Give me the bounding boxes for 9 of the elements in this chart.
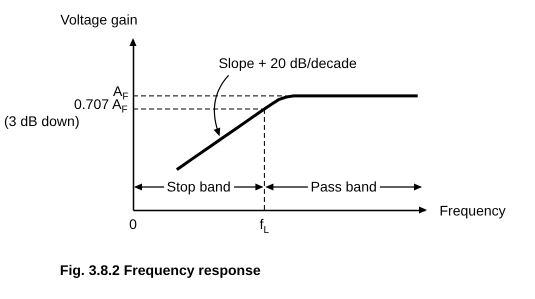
x-tick-label: 0	[129, 216, 137, 232]
x-tick-label: f$_{L}$	[260, 216, 270, 236]
x-axis-title: Frequency	[440, 202, 506, 218]
y-axis-title: Voltage gain	[60, 12, 138, 28]
annotation: Pass band	[308, 178, 380, 196]
text: Fig. 3.8.2 Frequency response	[60, 262, 261, 278]
annotation: Stop band	[164, 178, 234, 196]
text: (3 dB down)	[4, 113, 80, 130]
text: Slope + 20 dB/decade	[218, 55, 357, 72]
